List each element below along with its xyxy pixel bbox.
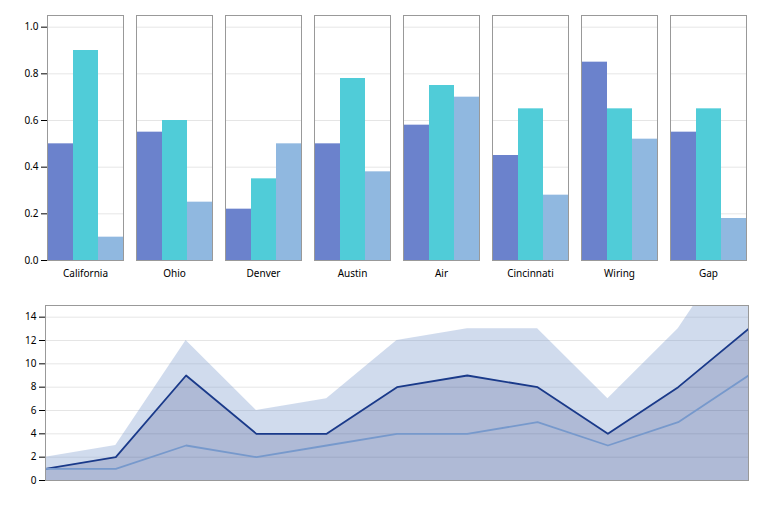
svg-text:6: 6 <box>31 403 37 417</box>
svg-text:12: 12 <box>25 333 37 347</box>
svg-text:Cincinnati: Cincinnati <box>507 266 554 280</box>
svg-text:14: 14 <box>25 309 37 323</box>
svg-text:10: 10 <box>25 356 37 370</box>
svg-text:Wiring: Wiring <box>604 266 635 280</box>
svg-text:California: California <box>63 266 108 280</box>
svg-text:0: 0 <box>31 473 37 487</box>
svg-text:0.6: 0.6 <box>24 113 38 127</box>
svg-text:8: 8 <box>31 379 37 393</box>
svg-text:Gap: Gap <box>699 266 718 280</box>
svg-text:Air: Air <box>435 266 448 280</box>
svg-text:0.4: 0.4 <box>24 159 38 173</box>
svg-text:0.0: 0.0 <box>24 253 38 267</box>
svg-text:1.0: 1.0 <box>24 19 38 33</box>
svg-text:0.8: 0.8 <box>24 66 38 80</box>
svg-text:2: 2 <box>31 449 37 463</box>
svg-text:0.2: 0.2 <box>24 206 38 220</box>
svg-text:Austin: Austin <box>338 266 368 280</box>
svg-text:4: 4 <box>31 426 37 440</box>
svg-text:Ohio: Ohio <box>163 266 186 280</box>
svg-text:Denver: Denver <box>247 266 281 280</box>
